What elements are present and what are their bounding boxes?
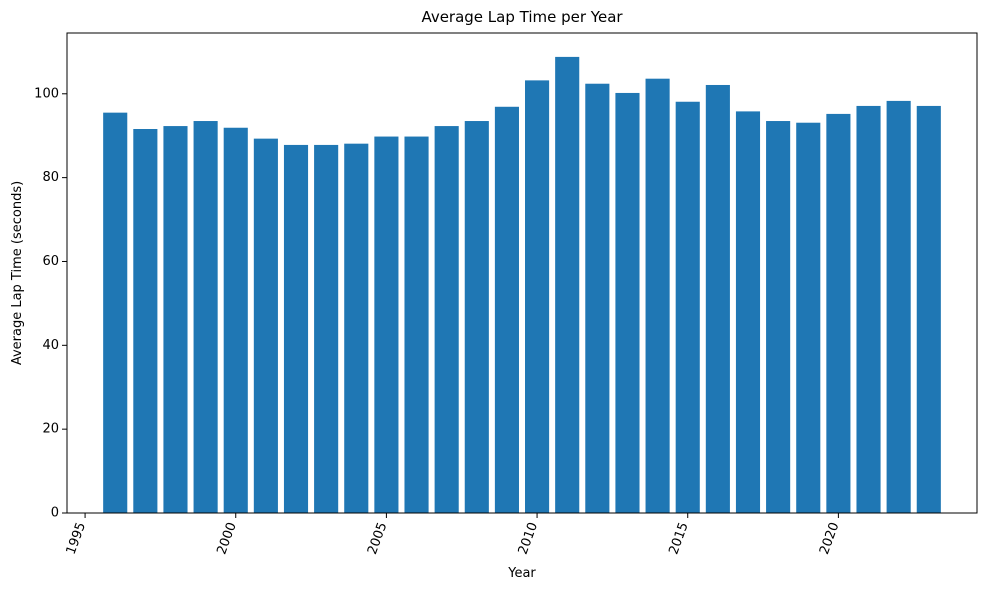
bar-1999 (193, 121, 218, 513)
bar-2018 (766, 121, 791, 513)
bar-2008 (464, 121, 489, 513)
y-tick-label: 60 (42, 254, 59, 269)
bars-group (103, 56, 941, 514)
bar-2006 (404, 136, 429, 514)
bar-2010 (525, 80, 550, 514)
y-tick-label: 20 (42, 422, 59, 437)
bar-2015 (675, 101, 700, 513)
bar-2000 (223, 127, 248, 514)
x-axis-ticks: 1995 2000 2005 2010 2015 2020 (64, 513, 842, 557)
bar-2011 (555, 56, 580, 514)
x-tick-label: 1995 (64, 520, 89, 556)
x-axis-title: Year (507, 566, 536, 581)
plot-frame (66, 32, 978, 514)
bar-2007 (434, 126, 459, 513)
chart-title: Average Lap Time per Year (421, 8, 623, 26)
y-tick-label: 40 (42, 338, 59, 353)
bar-2004 (344, 143, 369, 514)
y-tick-label: 0 (51, 506, 59, 521)
bar-2020 (826, 113, 851, 513)
bar-2001 (253, 138, 278, 513)
y-tick-label: 80 (42, 170, 59, 185)
bar-2019 (796, 122, 821, 514)
bar-2012 (585, 83, 610, 513)
bar-2021 (856, 105, 881, 513)
bar-2009 (494, 106, 519, 513)
bar-1997 (133, 129, 158, 513)
x-tick-label: 2015 (666, 520, 691, 556)
y-tick-label: 100 (34, 86, 59, 101)
bar-2002 (283, 144, 309, 513)
y-axis-title: Average Lap Time (seconds) (10, 181, 25, 365)
x-tick-label: 2010 (516, 520, 541, 556)
bar-2017 (735, 111, 761, 513)
bar-2014 (645, 78, 670, 513)
x-tick-label: 2000 (214, 520, 239, 556)
bar-1998 (163, 126, 188, 513)
y-axis-ticks: 0 20 40 60 80 100 (34, 86, 67, 521)
bar-2005 (374, 136, 399, 514)
bar-2023 (916, 105, 941, 513)
bar-2003 (314, 144, 339, 513)
bar-2013 (615, 92, 640, 513)
bar-2022 (886, 100, 911, 513)
bar-2016 (705, 84, 730, 513)
bar-1996 (103, 112, 128, 514)
x-tick-label: 2020 (817, 520, 842, 556)
x-tick-label: 2005 (365, 520, 390, 556)
